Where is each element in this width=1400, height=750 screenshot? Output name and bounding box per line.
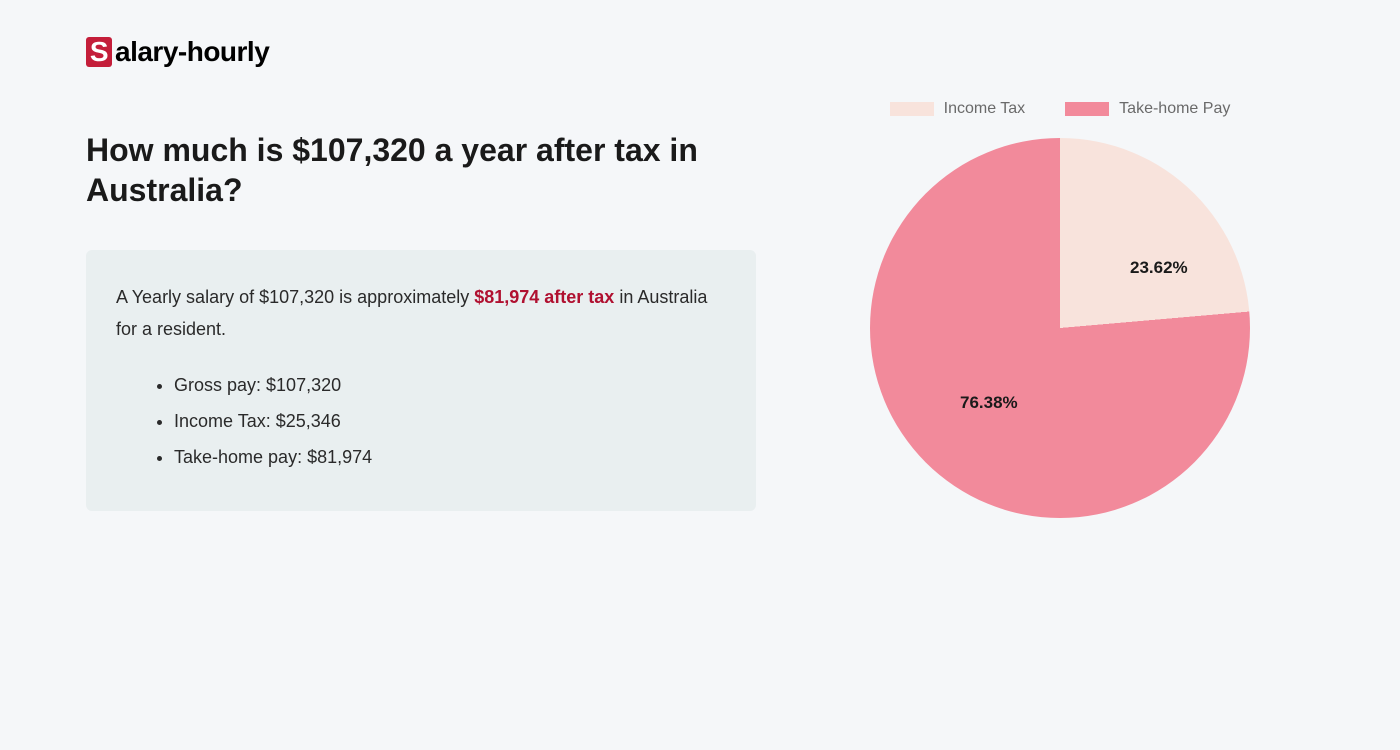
- content-column: How much is $107,320 a year after tax in…: [86, 130, 756, 511]
- list-item: Income Tax: $25,346: [174, 403, 726, 439]
- summary-box: A Yearly salary of $107,320 is approxima…: [86, 250, 756, 511]
- legend-label: Take-home Pay: [1119, 100, 1230, 118]
- legend-swatch: [890, 102, 934, 116]
- site-logo: Salary-hourly: [86, 36, 269, 68]
- legend-label: Income Tax: [944, 100, 1026, 118]
- logo-text: alary-hourly: [115, 36, 269, 68]
- legend-item-take-home: Take-home Pay: [1065, 100, 1230, 118]
- summary-lead: A Yearly salary of $107,320 is approxima…: [116, 282, 726, 345]
- list-item: Gross pay: $107,320: [174, 367, 726, 403]
- pie-chart: Income Tax Take-home Pay 23.62% 76.38%: [840, 100, 1280, 518]
- page-title: How much is $107,320 a year after tax in…: [86, 130, 756, 210]
- slice-label-income-tax: 23.62%: [1130, 258, 1188, 278]
- summary-highlight: $81,974 after tax: [474, 287, 614, 307]
- list-item: Take-home pay: $81,974: [174, 439, 726, 475]
- summary-list: Gross pay: $107,320 Income Tax: $25,346 …: [174, 367, 726, 475]
- pie-wrap: 23.62% 76.38%: [870, 138, 1250, 518]
- pie-circle: [870, 138, 1250, 518]
- logo-badge: S: [86, 37, 112, 67]
- legend-item-income-tax: Income Tax: [890, 100, 1026, 118]
- legend-swatch: [1065, 102, 1109, 116]
- chart-legend: Income Tax Take-home Pay: [840, 100, 1280, 118]
- summary-prefix: A Yearly salary of $107,320 is approxima…: [116, 287, 474, 307]
- slice-label-take-home: 76.38%: [960, 393, 1018, 413]
